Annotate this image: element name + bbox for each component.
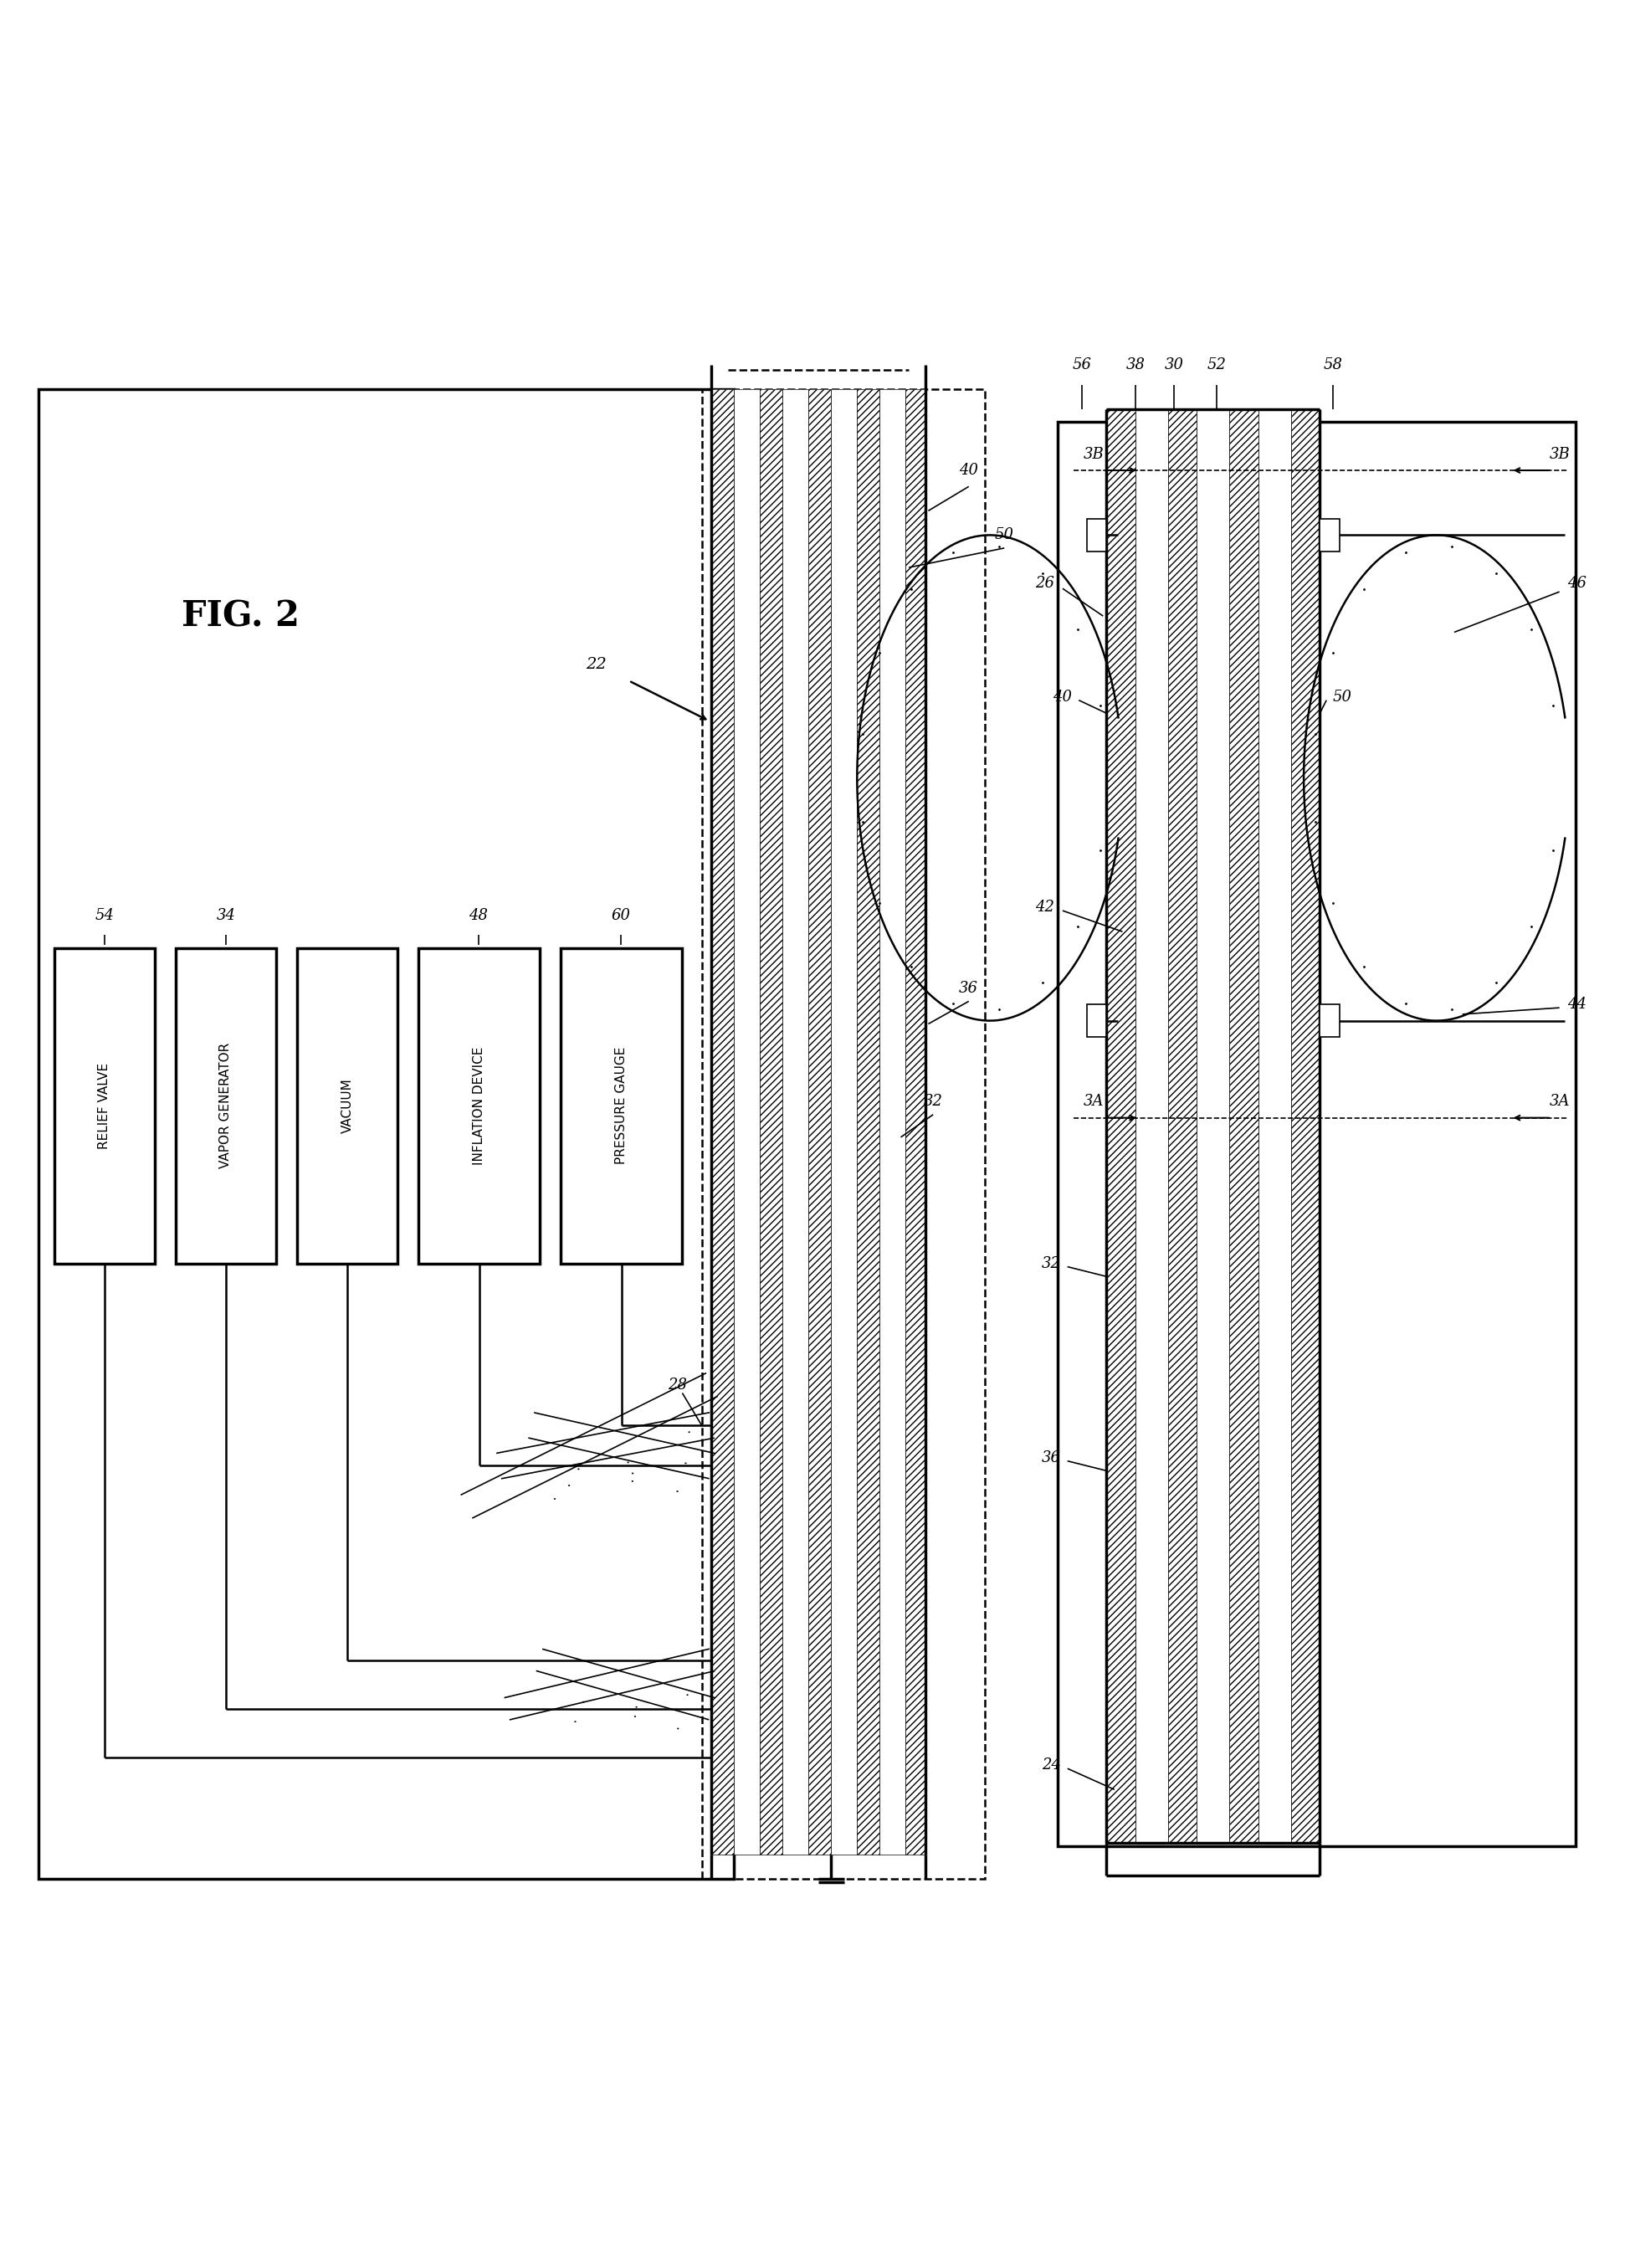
Bar — [831, 390, 857, 1855]
Text: 38: 38 — [1126, 358, 1144, 372]
Bar — [1107, 408, 1136, 1844]
Text: 50: 50 — [994, 528, 1014, 542]
Bar — [1107, 408, 1320, 1844]
Bar — [419, 948, 540, 1263]
Text: 36: 36 — [1042, 1449, 1061, 1465]
Bar — [782, 390, 808, 1855]
Bar — [760, 390, 782, 1855]
Bar — [1291, 408, 1320, 1844]
Bar — [1320, 519, 1340, 551]
Text: RELIEF VALVE: RELIEF VALVE — [98, 1061, 111, 1150]
Text: 44: 44 — [1568, 998, 1586, 1012]
Text: 26: 26 — [1035, 576, 1055, 592]
Bar — [37, 390, 733, 1878]
Text: 56: 56 — [1073, 358, 1092, 372]
Text: 50: 50 — [1333, 689, 1353, 705]
Text: 28: 28 — [668, 1377, 688, 1393]
Bar — [880, 390, 906, 1855]
Bar — [1167, 408, 1196, 1844]
Bar — [561, 948, 683, 1263]
Bar — [711, 390, 734, 1855]
Text: 3A: 3A — [1548, 1093, 1570, 1109]
Text: 32: 32 — [1042, 1256, 1061, 1270]
Text: 24: 24 — [1042, 1758, 1061, 1774]
Text: 34: 34 — [217, 907, 235, 923]
Bar — [734, 390, 760, 1855]
Text: 3B: 3B — [1548, 447, 1570, 463]
Text: VAPOR GENERATOR: VAPOR GENERATOR — [220, 1043, 231, 1168]
Text: 46: 46 — [1568, 576, 1586, 592]
Bar — [1258, 408, 1291, 1844]
Text: 36: 36 — [958, 980, 978, 996]
Bar — [857, 390, 880, 1855]
Text: 30: 30 — [1165, 358, 1183, 372]
Text: PRESSURE GAUGE: PRESSURE GAUGE — [616, 1048, 628, 1163]
Text: 48: 48 — [469, 907, 487, 923]
Text: 42: 42 — [1035, 900, 1055, 914]
Bar — [701, 390, 985, 1878]
Bar — [1087, 519, 1107, 551]
Text: 52: 52 — [1206, 358, 1226, 372]
Text: FIG. 2: FIG. 2 — [181, 599, 300, 633]
Text: 40: 40 — [1053, 689, 1073, 705]
Text: 54: 54 — [95, 907, 114, 923]
Text: 32: 32 — [924, 1093, 942, 1109]
Bar — [808, 390, 831, 1855]
Text: 40: 40 — [958, 463, 978, 479]
Text: 22: 22 — [587, 658, 606, 671]
Bar — [1196, 408, 1229, 1844]
Bar — [1058, 422, 1576, 1846]
Text: 3B: 3B — [1082, 447, 1104, 463]
Bar — [1136, 408, 1167, 1844]
Text: INFLATION DEVICE: INFLATION DEVICE — [473, 1046, 486, 1166]
Text: VACUUM: VACUUM — [341, 1077, 354, 1134]
Bar — [54, 948, 155, 1263]
Text: 3A: 3A — [1082, 1093, 1104, 1109]
Bar — [711, 390, 926, 1855]
Bar — [176, 948, 275, 1263]
Text: 58: 58 — [1324, 358, 1343, 372]
Bar — [297, 948, 398, 1263]
Bar — [906, 390, 926, 1855]
Bar — [1320, 1005, 1340, 1036]
Bar — [1087, 1005, 1107, 1036]
Bar — [1229, 408, 1258, 1844]
Text: 60: 60 — [611, 907, 631, 923]
